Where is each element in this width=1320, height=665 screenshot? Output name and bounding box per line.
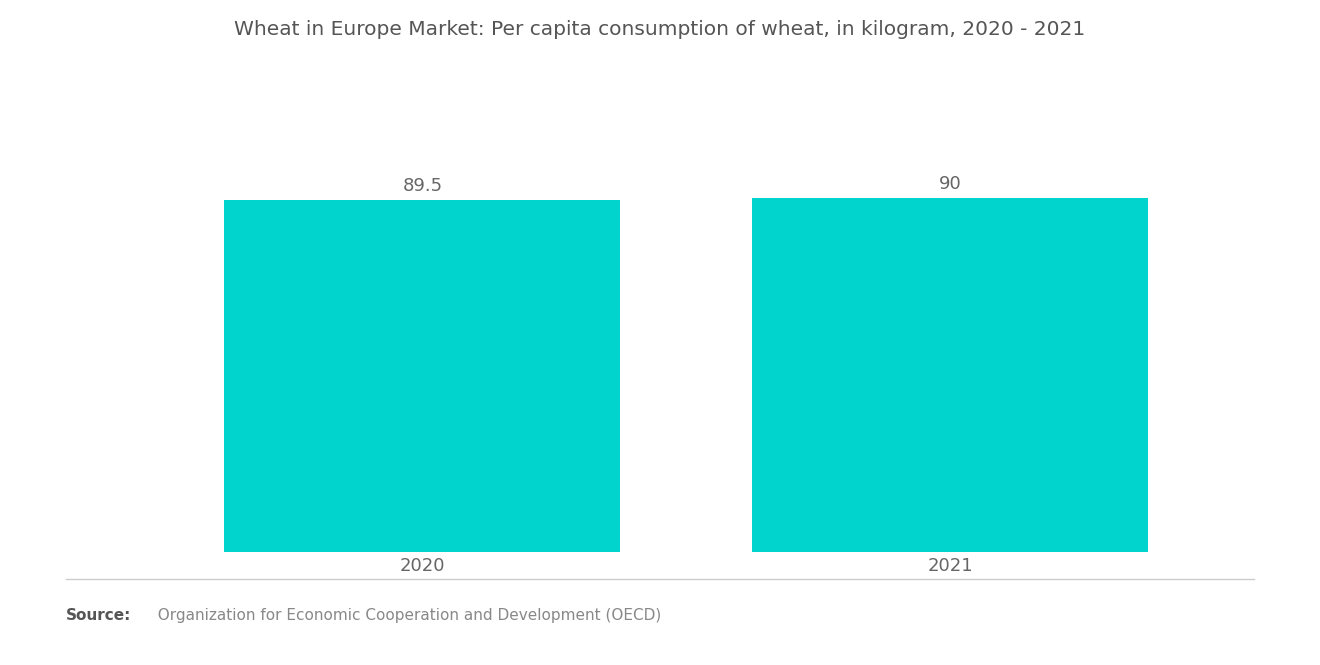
Text: Wheat in Europe Market: Per capita consumption of wheat, in kilogram, 2020 - 202: Wheat in Europe Market: Per capita consu… [235, 20, 1085, 39]
Text: Source:: Source: [66, 608, 132, 622]
Text: 89.5: 89.5 [403, 178, 442, 196]
Bar [224, 200, 620, 552]
Text: Organization for Economic Cooperation and Development (OECD): Organization for Economic Cooperation an… [148, 608, 661, 622]
Bar [752, 198, 1148, 552]
Text: 90: 90 [939, 176, 962, 194]
